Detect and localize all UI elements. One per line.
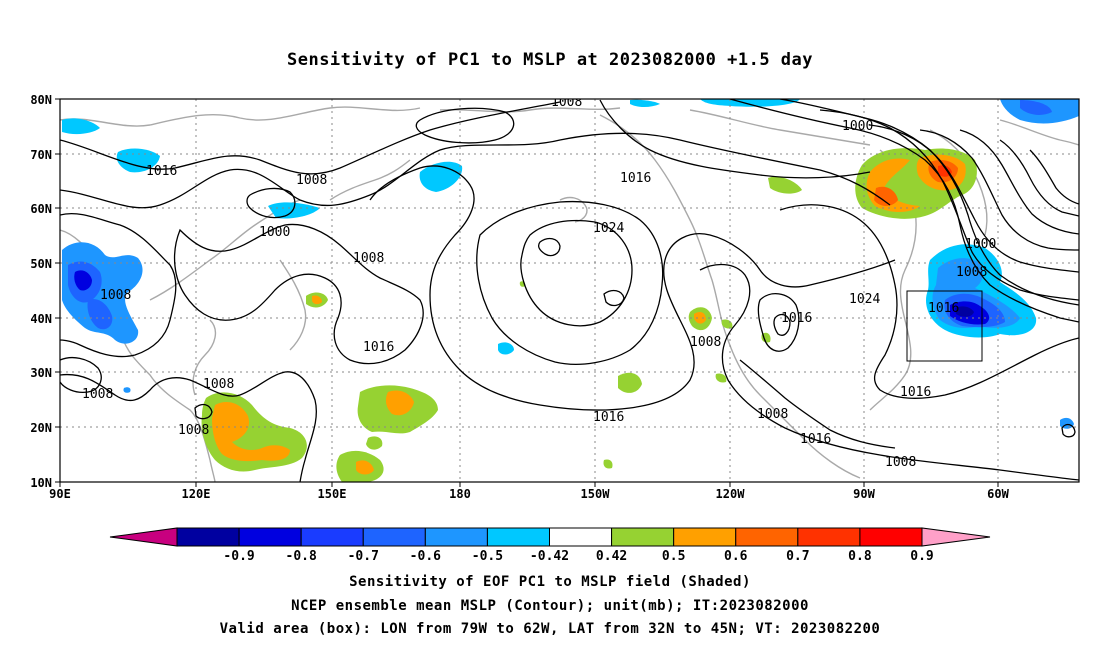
lat-label: 10N (30, 476, 52, 490)
plot-title: Sensitivity of PC1 to MSLP at 2023082000… (286, 50, 813, 70)
contour-label: 1016 (593, 410, 624, 425)
colorbar: -0.9 -0.8 -0.7 -0.6 -0.5 -0.42 0.42 0.5 0.6 0.7 0.… (109, 527, 991, 564)
contour-label: 1016 (781, 311, 812, 326)
colorbar-segment (362, 527, 426, 547)
colorbar-segment (735, 527, 799, 547)
map-border (59, 98, 1080, 483)
contour-label: 1008 (82, 387, 113, 402)
contour-label: 1008 (178, 423, 209, 438)
lon-label: 150E (318, 487, 347, 501)
lat-label: 30N (30, 366, 52, 380)
contour-labels: 1016 1008 1008 1000 1008 1016 1024 1008 … (82, 95, 996, 470)
valid-area-box (906, 290, 983, 362)
colorbar-segment (673, 527, 737, 547)
lon-label: 150W (581, 487, 611, 501)
colorbar-tick-label: -0.5 (472, 549, 503, 564)
colorbar-tick-label: 0.42 (596, 549, 627, 564)
sensitivity-shading (62, 99, 1079, 482)
colorbar-tick-label: -0.7 (348, 549, 379, 564)
contour-label: 1024 (593, 221, 624, 236)
contour-label: 1016 (363, 340, 394, 355)
contour-label: 1008 (690, 335, 721, 350)
lat-label: 80N (30, 93, 52, 107)
contour-label: 1000 (842, 119, 873, 134)
colorbar-tick-label: 0.6 (724, 549, 748, 564)
lon-label: 90W (853, 487, 875, 501)
colorbar-tick-label: -0.8 (286, 549, 317, 564)
colorbar-tick-label: -0.9 (223, 549, 254, 564)
colorbar-tick-label: 0.9 (910, 549, 933, 564)
colorbar-segment (238, 527, 302, 547)
contour-label: 1008 (757, 407, 788, 422)
lon-label: 60W (987, 487, 1009, 501)
contour-label: 1008 (551, 95, 582, 110)
colorbar-segment (797, 527, 861, 547)
caption-contour: NCEP ensemble mean MSLP (Contour); unit(… (291, 598, 809, 614)
contour-label: 1008 (100, 288, 131, 303)
contour-label: 1016 (620, 171, 651, 186)
contour-label: 1008 (203, 377, 234, 392)
contour-label: 1000 (259, 225, 290, 240)
colorbar-segment (486, 527, 550, 547)
contour-label: 1016 (928, 301, 959, 316)
mslp-contours (60, 99, 1079, 482)
contour-label: 1016 (900, 385, 931, 400)
lon-label: 180 (449, 487, 471, 501)
colorbar-tick-label: 0.5 (662, 549, 685, 564)
longitude-labels: 90E 120E 150E 180 150W 120W 90W 60W (49, 487, 1009, 501)
contour-label: 1024 (849, 292, 880, 307)
colorbar-arrow-high (921, 527, 991, 547)
colorbar-segment (859, 527, 923, 547)
lon-label: 120W (716, 487, 746, 501)
lon-label: 90E (49, 487, 71, 501)
colorbar-tick-label: 0.8 (848, 549, 872, 564)
lat-label: 20N (30, 421, 52, 435)
latitude-labels: 80N 70N 60N 50N 40N 30N 20N 10N (30, 93, 52, 490)
contour-label: 1008 (296, 173, 327, 188)
colorbar-arrow-low (109, 527, 178, 547)
lon-label: 120E (182, 487, 211, 501)
lat-label: 40N (30, 312, 52, 326)
colorbar-segment (424, 527, 488, 547)
contour-label: 1016 (146, 164, 177, 179)
lat-label: 70N (30, 148, 52, 162)
colorbar-segment (176, 527, 240, 547)
colorbar-segment (611, 527, 675, 547)
contour-label: 1000 (965, 237, 996, 252)
colorbar-tick-label: -0.42 (530, 549, 569, 564)
lat-label: 50N (30, 257, 52, 271)
colorbar-tick-label: 0.7 (786, 549, 809, 564)
caption-valid-area: Valid area (box): LON from 79W to 62W, L… (219, 621, 881, 637)
lat-label: 60N (30, 202, 52, 216)
caption-shaded: Sensitivity of EOF PC1 to MSLP field (Sh… (349, 574, 751, 590)
contour-label: 1008 (956, 265, 987, 280)
axis-ticks (55, 98, 999, 487)
contour-label: 1016 (800, 432, 831, 447)
colorbar-segment (549, 527, 613, 547)
colorbar-tick-label: -0.6 (410, 549, 441, 564)
colorbar-segment (300, 527, 364, 547)
contour-label: 1008 (353, 251, 384, 266)
contour-label: 1008 (885, 455, 916, 470)
grid-lines (60, 99, 1079, 482)
